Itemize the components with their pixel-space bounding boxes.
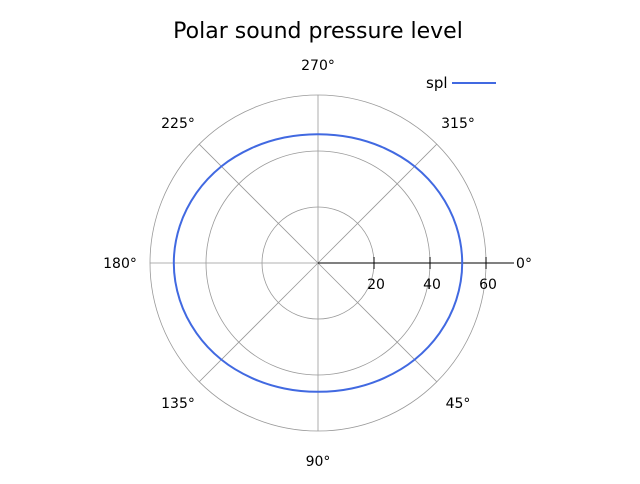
angle-tick-label: 270° (301, 58, 335, 74)
angle-gridline (317, 262, 438, 383)
radial-tick-label: 60 (479, 277, 497, 293)
angle-tick-label: 135° (161, 396, 195, 412)
angle-tick-label: 315° (441, 116, 475, 132)
legend: spl (426, 74, 496, 92)
angle-tick-label: 90° (306, 454, 331, 470)
angle-tick-label: 225° (161, 116, 195, 132)
series-line-spl (172, 133, 464, 393)
chart-title: Polar sound pressure level (173, 19, 463, 44)
series-layer (172, 133, 464, 393)
angle-gridline (198, 143, 319, 264)
tick-labels: 0° 45° 90° 135° 180° 225° 270° 315° 20 40 60 (103, 58, 532, 470)
radial-tick-label: 40 (423, 277, 441, 293)
polar-grid (149, 94, 514, 432)
angle-tick-label: 0° (516, 256, 532, 272)
angle-gridline (198, 262, 319, 383)
angle-tick-label: 45° (446, 396, 471, 412)
angle-tick-label: 180° (103, 256, 137, 272)
radial-tick-label: 20 (367, 277, 385, 293)
legend-label: spl (426, 74, 448, 92)
angle-gridline (317, 143, 438, 264)
